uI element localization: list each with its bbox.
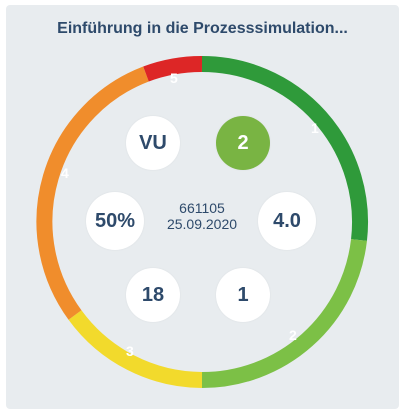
course-title[interactable]: Einführung in die Prozesssimulation... — [57, 20, 348, 37]
ring-segment-2 — [201, 239, 367, 388]
segment-label-2: 2 — [289, 327, 297, 343]
course-info: 661105 25.09.2020 — [152, 200, 252, 232]
segment-label-1: 1 — [311, 120, 319, 136]
percentage-badge: 50% — [86, 192, 144, 250]
course-card[interactable] — [6, 5, 399, 409]
ects-badge: 4.0 — [258, 192, 316, 250]
segment-label-3: 3 — [126, 343, 134, 359]
exam-date: 25.09.2020 — [166, 216, 238, 232]
segment-label-5: 5 — [170, 70, 178, 86]
ring-segment-1 — [201, 56, 369, 241]
course-type-badge: VU — [126, 116, 180, 170]
course-code: 661105 — [179, 200, 225, 216]
participants-badge: 18 — [126, 268, 180, 322]
ring-segment-3 — [68, 310, 203, 388]
ring-segment-4 — [36, 66, 149, 320]
segment-label-4: 4 — [61, 165, 69, 181]
grade-badge: 2 — [216, 116, 270, 170]
ring-segment-5 — [143, 55, 203, 82]
attempt-badge: 1 — [216, 268, 270, 322]
